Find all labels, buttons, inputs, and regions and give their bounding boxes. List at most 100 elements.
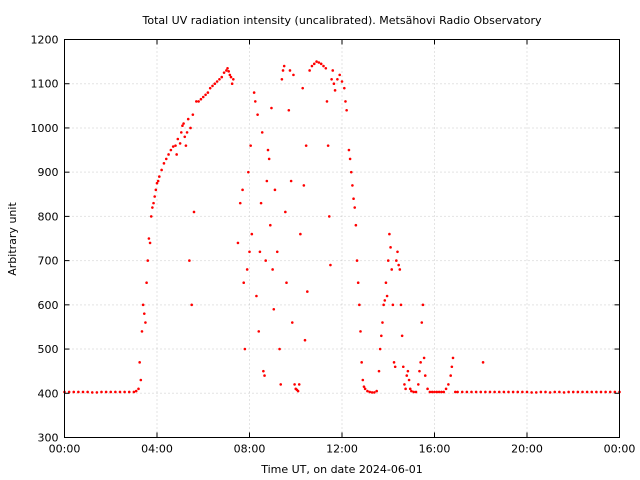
data-point [481, 361, 485, 364]
data-point [329, 263, 332, 267]
data-point [303, 338, 307, 342]
data-point [267, 157, 271, 161]
y-tick-label: 1100 [31, 78, 59, 91]
y-tick-label: 700 [38, 255, 59, 268]
data-point [347, 148, 351, 152]
data-point [359, 330, 362, 333]
data-point [333, 89, 337, 92]
data-point [275, 250, 279, 254]
y-tick-label: 500 [38, 343, 59, 356]
data-point [315, 60, 318, 63]
data-point [185, 131, 189, 134]
data-point [484, 390, 487, 394]
data-point [184, 144, 188, 147]
y-axis-label: Arbitrary unit [6, 202, 19, 276]
data-point [391, 303, 395, 307]
data-point [325, 100, 329, 103]
data-point [380, 334, 383, 338]
data-point [349, 170, 353, 174]
data-point [230, 82, 234, 86]
data-point [155, 181, 159, 185]
data-point [385, 294, 389, 298]
data-point [134, 389, 138, 393]
data-point [585, 390, 589, 394]
x-tick-label: 04:00 [141, 443, 173, 456]
data-point [149, 215, 153, 218]
data-point [192, 210, 196, 214]
data-point [104, 390, 108, 394]
data-point [327, 215, 331, 218]
data-point [127, 390, 131, 394]
data-point [142, 312, 146, 315]
data-point [232, 78, 235, 81]
data-point [393, 365, 397, 369]
data-point [284, 210, 287, 214]
data-point [562, 391, 566, 394]
data-point [225, 69, 228, 72]
data-point [137, 387, 140, 391]
data-point [263, 374, 266, 377]
data-point [169, 148, 173, 152]
data-point [544, 390, 547, 394]
data-point [384, 281, 388, 285]
data-point [154, 188, 158, 192]
data-point [123, 390, 126, 394]
data-point [449, 374, 452, 377]
data-point [158, 175, 161, 178]
data-point [282, 64, 286, 68]
data-point [229, 75, 233, 79]
data-point [72, 390, 76, 394]
data-point [356, 281, 360, 285]
data-point [312, 62, 316, 66]
data-point [442, 390, 446, 394]
data-point [260, 131, 264, 134]
data-point [304, 144, 308, 147]
data-point [423, 374, 427, 377]
x-tick-label: 00:00 [604, 443, 636, 456]
data-point [257, 330, 261, 333]
data-point [324, 66, 328, 70]
data-point [308, 69, 311, 72]
data-point [343, 86, 346, 90]
data-point [437, 390, 441, 394]
data-point [226, 66, 229, 70]
data-point [186, 117, 190, 121]
data-point [290, 321, 294, 324]
data-point [525, 390, 529, 394]
data-point [270, 106, 273, 110]
data-point [255, 294, 258, 298]
data-point [516, 390, 520, 394]
x-tick-label: 20:00 [511, 443, 543, 456]
x-tick-label: 00:00 [49, 443, 81, 456]
data-point [332, 82, 336, 86]
data-point [403, 383, 406, 386]
data-point [363, 387, 367, 391]
data-point [109, 390, 113, 394]
data-point [530, 391, 533, 394]
data-point [269, 223, 272, 227]
data-point [444, 387, 448, 391]
data-point [278, 347, 281, 351]
y-tick-label: 900 [38, 166, 59, 179]
data-point [330, 78, 333, 81]
data-point [222, 71, 226, 74]
data-point [396, 250, 399, 254]
data-point [407, 378, 411, 382]
data-point [354, 223, 358, 227]
data-point [344, 100, 347, 103]
data-point [353, 206, 357, 209]
data-point [287, 108, 291, 112]
data-point [400, 334, 404, 338]
x-tick-label: 16:00 [419, 443, 451, 456]
data-point [450, 365, 454, 369]
data-point [281, 69, 285, 72]
data-point [331, 69, 335, 72]
data-point [521, 390, 524, 394]
data-point [86, 390, 89, 394]
data-point [348, 157, 352, 161]
data-point [355, 259, 359, 262]
data-point [361, 378, 365, 382]
data-point [382, 303, 385, 307]
data-point [493, 390, 496, 394]
